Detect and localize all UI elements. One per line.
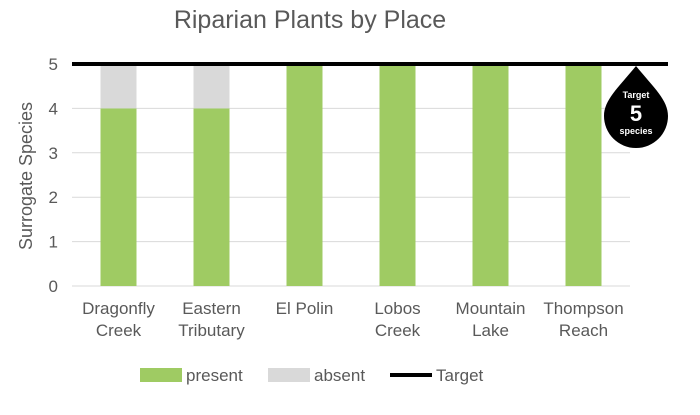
x-tick-label: El Polin bbox=[276, 299, 334, 318]
y-tick-label: 0 bbox=[49, 277, 58, 296]
bar-present bbox=[472, 64, 509, 286]
x-tick-label-line: Lobos bbox=[374, 299, 420, 318]
x-tick-label: Dragonfly Creek bbox=[82, 299, 155, 340]
bar-present bbox=[379, 64, 416, 286]
x-tick-label-line: El Polin bbox=[276, 299, 334, 318]
legend-label-target: Target bbox=[436, 366, 484, 385]
bar-present bbox=[565, 64, 602, 286]
x-tick-label-line: Creek bbox=[96, 321, 142, 340]
badge-top-text: Target bbox=[623, 90, 650, 100]
legend-swatch-present bbox=[140, 368, 182, 382]
bars bbox=[100, 64, 602, 287]
x-tick-label-line: Creek bbox=[375, 321, 421, 340]
y-tick-label: 4 bbox=[49, 99, 58, 118]
bar-absent bbox=[100, 64, 137, 109]
legend-label-absent: absent bbox=[314, 366, 365, 385]
x-tick-label: Eastern Tributary bbox=[178, 299, 245, 340]
y-ticks: 0 1 2 3 4 5 bbox=[49, 55, 58, 296]
chart-title: Riparian Plants by Place bbox=[174, 6, 446, 34]
y-axis-label: Surrogate Species bbox=[16, 102, 36, 250]
y-tick-label: 2 bbox=[49, 188, 58, 207]
x-tick-label-line: Lake bbox=[472, 321, 509, 340]
x-tick-label: Mountain Lake bbox=[456, 299, 526, 340]
x-tick-label: Thompson Reach bbox=[543, 299, 623, 340]
y-tick-label: 3 bbox=[49, 144, 58, 163]
x-tick-label-line: Thompson bbox=[543, 299, 623, 318]
x-ticks: Dragonfly Creek Eastern Tributary El Polin Lo… bbox=[82, 299, 624, 340]
x-tick-label-line: Dragonfly bbox=[82, 299, 155, 318]
target-drop-icon bbox=[604, 66, 668, 148]
x-tick-label: Lobos Creek bbox=[374, 299, 420, 340]
badge-bottom-text: species bbox=[619, 126, 652, 136]
y-tick-label: 1 bbox=[49, 233, 58, 252]
legend-label-present: present bbox=[186, 366, 243, 385]
legend-swatch-absent bbox=[268, 368, 310, 382]
x-tick-label-line: Eastern bbox=[182, 299, 241, 318]
bar-absent bbox=[193, 64, 230, 109]
bar-present bbox=[100, 108, 137, 287]
x-tick-label-line: Tributary bbox=[178, 321, 245, 340]
bar-present bbox=[286, 64, 323, 286]
bar-present bbox=[193, 108, 230, 287]
x-tick-label-line: Mountain bbox=[456, 299, 526, 318]
x-tick-label-line: Reach bbox=[559, 321, 608, 340]
badge-value-text: 5 bbox=[630, 101, 642, 126]
legend: present absent Target bbox=[140, 366, 484, 385]
gridlines bbox=[72, 63, 630, 287]
y-tick-label: 5 bbox=[49, 55, 58, 74]
